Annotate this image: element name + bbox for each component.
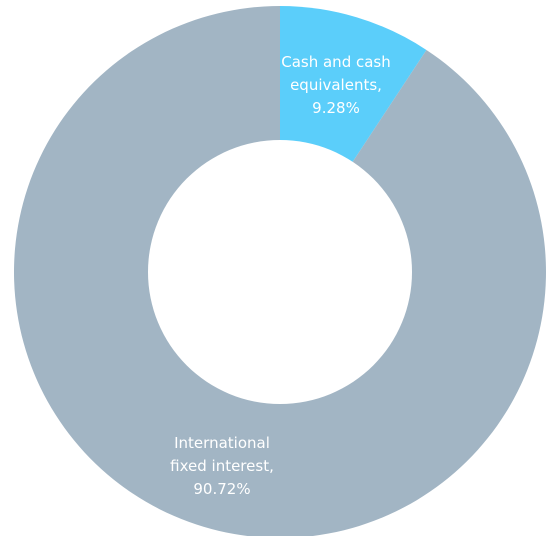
donut-hole	[148, 140, 412, 404]
slice-label-line: 90.72%	[193, 480, 250, 498]
slice-label-line: fixed interest,	[170, 457, 274, 475]
slice-label-line: Cash and cash	[281, 53, 391, 71]
slice-label-line: International	[174, 434, 270, 452]
slice-label-line: equivalents,	[290, 76, 382, 94]
labels-group: Cash and cash equivalents, 9.28% Internatio…	[170, 53, 391, 498]
slice-label-international-fixed-interest: International fixed interest, 90.72%	[170, 434, 274, 498]
slice-label-line: 9.28%	[312, 99, 360, 117]
slice-label-cash-and-cash-equivalents: Cash and cash equivalents, 9.28%	[281, 53, 391, 117]
